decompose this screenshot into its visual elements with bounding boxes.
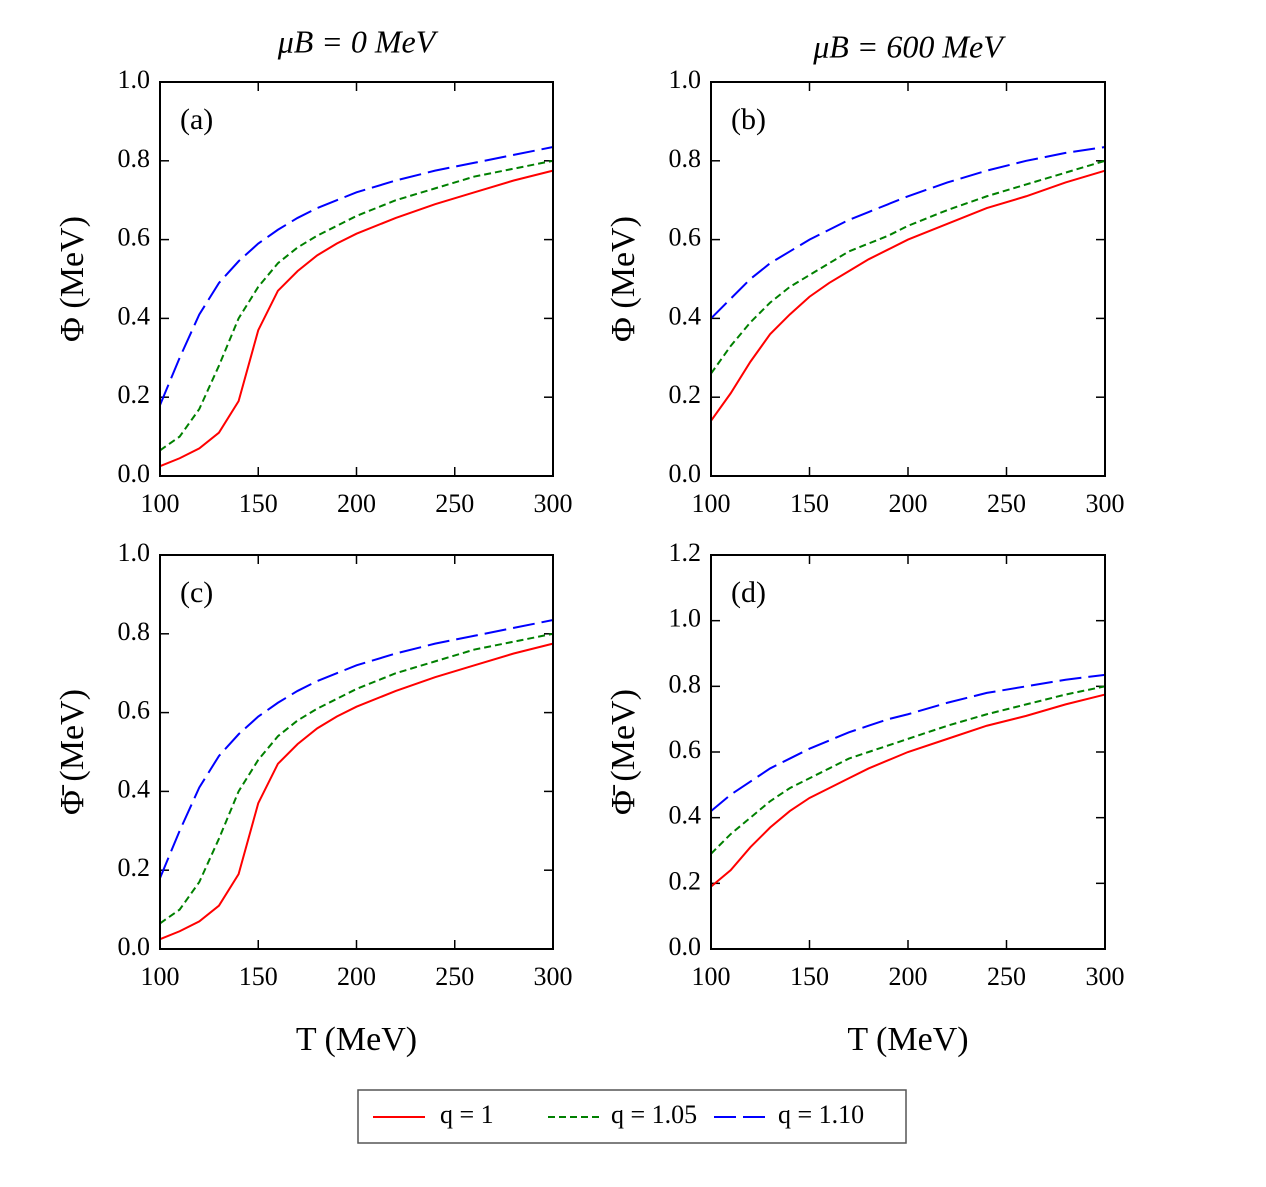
y-tick-label: 0.8 [118,144,151,173]
plot-frame [159,81,554,477]
y-axis-label: Φ (MeV) [605,216,642,342]
column-title: μB = 0 MeV [277,23,439,59]
y-axis-label: Φ̄ (MeV) [605,689,642,815]
x-tick-label: 200 [889,489,928,518]
data-line [710,693,1106,888]
y-tick-label: 0.4 [118,774,151,803]
y-tick-label: 0.8 [669,144,702,173]
x-tick-label: 150 [239,489,278,518]
column-title: μB = 600 MeV [812,28,1006,64]
y-tick-label: 0.6 [669,223,702,252]
x-tick-label: 200 [337,489,376,518]
x-tick-label: 150 [239,962,278,991]
x-tick-label: 250 [435,962,474,991]
x-tick-label: 300 [534,962,573,991]
x-tick-label: 100 [141,962,180,991]
y-tick-label: 1.2 [669,538,702,567]
panel-label: (d) [731,576,766,609]
x-tick-label: 150 [790,962,829,991]
y-tick-label: 0.6 [669,735,702,764]
x-tick-label: 250 [987,489,1026,518]
data-line [159,619,554,879]
x-tick-label: 200 [889,962,928,991]
data-line [159,632,554,925]
x-tick-label: 100 [692,489,731,518]
y-tick-label: 0.2 [669,866,702,895]
y-tick-label: 0.4 [669,801,702,830]
y-tick-label: 0.4 [669,301,702,330]
y-tick-label: 0.6 [118,223,151,252]
data-line [159,146,554,406]
legend-box [357,1089,907,1144]
data-line [710,159,1106,375]
x-tick-label: 100 [692,962,731,991]
data-line [159,642,554,941]
data-line [710,169,1106,422]
data-line [159,159,554,452]
legend-label: q = 1.10 [778,1100,864,1129]
data-line [710,685,1106,855]
y-tick-label: 0.0 [669,932,702,961]
x-tick-label: 300 [534,489,573,518]
y-tick-label: 1.0 [669,65,702,94]
y-tick-label: 0.8 [669,669,702,698]
plot-frame [710,81,1106,477]
x-tick-label: 200 [337,962,376,991]
y-tick-label: 1.0 [118,538,151,567]
y-tick-label: 0.2 [669,380,702,409]
panel-label: (a) [180,103,213,136]
data-line [710,146,1106,320]
x-tick-label: 300 [1086,962,1125,991]
legend-label: q = 1 [440,1100,494,1129]
y-tick-label: 1.0 [118,65,151,94]
y-tick-label: 0.0 [118,459,151,488]
data-line [159,169,554,468]
panel-label: (c) [180,576,213,609]
x-tick-label: 250 [435,489,474,518]
y-tick-label: 1.0 [669,604,702,633]
y-tick-label: 0.4 [118,301,151,330]
y-tick-label: 0.2 [118,380,151,409]
plot-frame [710,554,1106,950]
y-axis-label: Φ̄ (MeV) [54,689,91,815]
x-tick-label: 150 [790,489,829,518]
plot-frame [159,554,554,950]
x-tick-label: 300 [1086,489,1125,518]
x-tick-label: 100 [141,489,180,518]
y-tick-label: 0.8 [118,617,151,646]
y-tick-label: 0.0 [118,932,151,961]
x-axis-label: T (MeV) [847,1021,968,1058]
x-axis-label: T (MeV) [296,1021,417,1058]
y-tick-label: 0.6 [118,696,151,725]
x-tick-label: 250 [987,962,1026,991]
legend-label: q = 1.05 [611,1100,697,1129]
data-line [710,673,1106,812]
y-tick-label: 0.2 [118,853,151,882]
y-axis-label: Φ (MeV) [54,216,91,342]
panel-label: (b) [731,103,766,136]
y-tick-label: 0.0 [669,459,702,488]
